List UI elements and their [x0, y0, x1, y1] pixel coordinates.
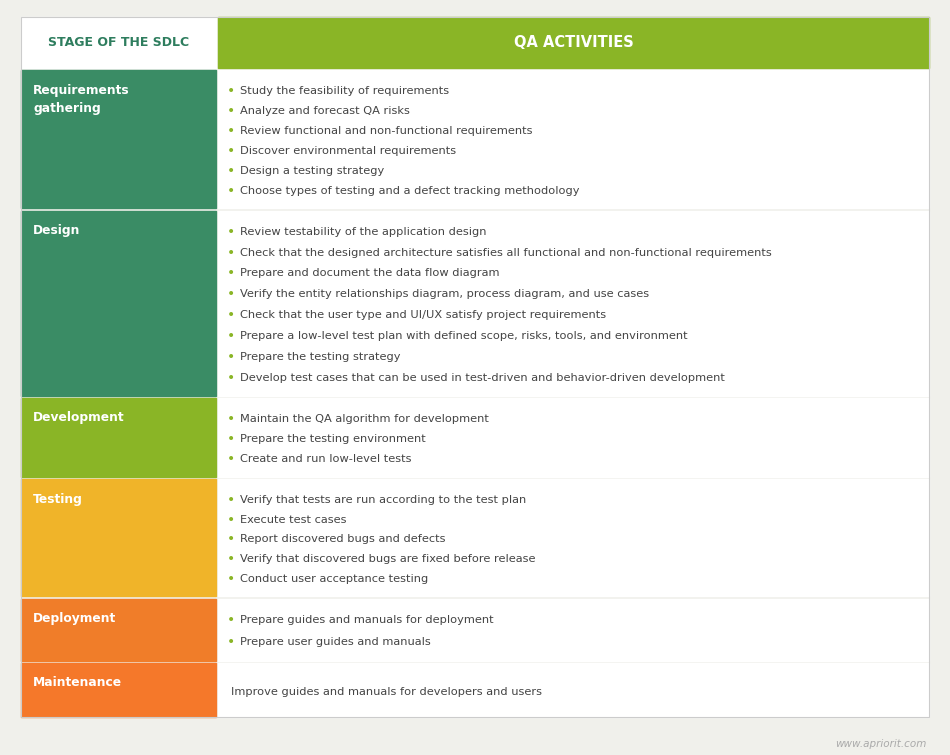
Text: •: • — [227, 572, 235, 586]
Text: •: • — [227, 452, 235, 467]
Bar — [218, 398, 929, 477]
Text: •: • — [227, 411, 235, 426]
Bar — [218, 17, 929, 68]
Text: •: • — [227, 103, 235, 118]
Bar — [21, 479, 216, 596]
Text: Prepare and document the data flow diagram: Prepare and document the data flow diagr… — [240, 268, 500, 279]
Text: •: • — [227, 552, 235, 566]
Text: Maintain the QA algorithm for development: Maintain the QA algorithm for developmen… — [240, 414, 489, 424]
Text: •: • — [227, 532, 235, 547]
Text: •: • — [227, 225, 235, 239]
Text: •: • — [227, 84, 235, 98]
Text: QA ACTIVITIES: QA ACTIVITIES — [514, 35, 634, 50]
Text: Report discovered bugs and defects: Report discovered bugs and defects — [240, 535, 446, 544]
Text: •: • — [227, 164, 235, 178]
Text: Prepare user guides and manuals: Prepare user guides and manuals — [240, 637, 431, 647]
Text: Conduct user acceptance testing: Conduct user acceptance testing — [240, 574, 428, 584]
Text: Design a testing strategy: Design a testing strategy — [240, 166, 385, 176]
Bar — [21, 211, 216, 396]
Text: •: • — [227, 493, 235, 507]
Text: Prepare guides and manuals for deployment: Prepare guides and manuals for deploymen… — [240, 615, 494, 625]
Bar — [218, 70, 929, 208]
Text: Design: Design — [33, 224, 81, 237]
Bar — [218, 211, 929, 396]
Text: Testing: Testing — [33, 493, 84, 506]
Text: Verify the entity relationships diagram, process diagram, and use cases: Verify the entity relationships diagram,… — [240, 289, 650, 299]
Text: •: • — [227, 613, 235, 627]
Text: •: • — [227, 432, 235, 446]
Text: •: • — [227, 267, 235, 280]
Bar — [21, 599, 216, 661]
Bar — [21, 663, 216, 717]
Text: Development: Development — [33, 411, 124, 424]
Text: •: • — [227, 308, 235, 322]
Text: Review testability of the application design: Review testability of the application de… — [240, 226, 486, 236]
Bar — [218, 479, 929, 596]
Text: Discover environmental requirements: Discover environmental requirements — [240, 146, 457, 156]
Text: •: • — [227, 513, 235, 527]
Text: Improve guides and manuals for developers and users: Improve guides and manuals for developer… — [231, 686, 542, 697]
Bar — [218, 599, 929, 661]
Text: •: • — [227, 124, 235, 138]
Text: •: • — [227, 329, 235, 343]
Text: Prepare the testing strategy: Prepare the testing strategy — [240, 352, 401, 362]
Bar — [21, 70, 216, 208]
Text: Review functional and non-functional requirements: Review functional and non-functional req… — [240, 126, 533, 136]
Text: Execute test cases: Execute test cases — [240, 515, 347, 525]
Text: Choose types of testing and a defect tracking methodology: Choose types of testing and a defect tra… — [240, 186, 580, 196]
Text: Develop test cases that can be used in test-driven and behavior-driven developme: Develop test cases that can be used in t… — [240, 373, 725, 383]
Text: •: • — [227, 287, 235, 301]
Bar — [21, 17, 216, 68]
Text: Prepare a low-level test plan with defined scope, risks, tools, and environment: Prepare a low-level test plan with defin… — [240, 331, 688, 341]
Text: Prepare the testing environment: Prepare the testing environment — [240, 434, 427, 444]
Text: •: • — [227, 350, 235, 364]
Text: Verify that discovered bugs are fixed before release: Verify that discovered bugs are fixed be… — [240, 554, 536, 564]
Text: •: • — [227, 371, 235, 384]
Text: Analyze and forecast QA risks: Analyze and forecast QA risks — [240, 106, 410, 116]
Text: Requirements
gathering: Requirements gathering — [33, 84, 130, 115]
Text: Check that the designed architecture satisfies all functional and non-functional: Check that the designed architecture sat… — [240, 248, 772, 257]
Text: Check that the user type and UI/UX satisfy project requirements: Check that the user type and UI/UX satis… — [240, 310, 606, 320]
Text: Verify that tests are run according to the test plan: Verify that tests are run according to t… — [240, 495, 526, 505]
Bar — [21, 398, 216, 477]
Text: •: • — [227, 143, 235, 158]
Text: Study the feasibility of requirements: Study the feasibility of requirements — [240, 86, 449, 96]
Text: Create and run low-level tests: Create and run low-level tests — [240, 455, 412, 464]
Text: Maintenance: Maintenance — [33, 676, 123, 689]
Text: Deployment: Deployment — [33, 612, 117, 625]
Text: STAGE OF THE SDLC: STAGE OF THE SDLC — [48, 35, 189, 49]
Text: •: • — [227, 635, 235, 649]
Text: •: • — [227, 183, 235, 198]
Bar — [218, 663, 929, 717]
Text: www.apriorit.com: www.apriorit.com — [835, 739, 926, 749]
Text: •: • — [227, 245, 235, 260]
